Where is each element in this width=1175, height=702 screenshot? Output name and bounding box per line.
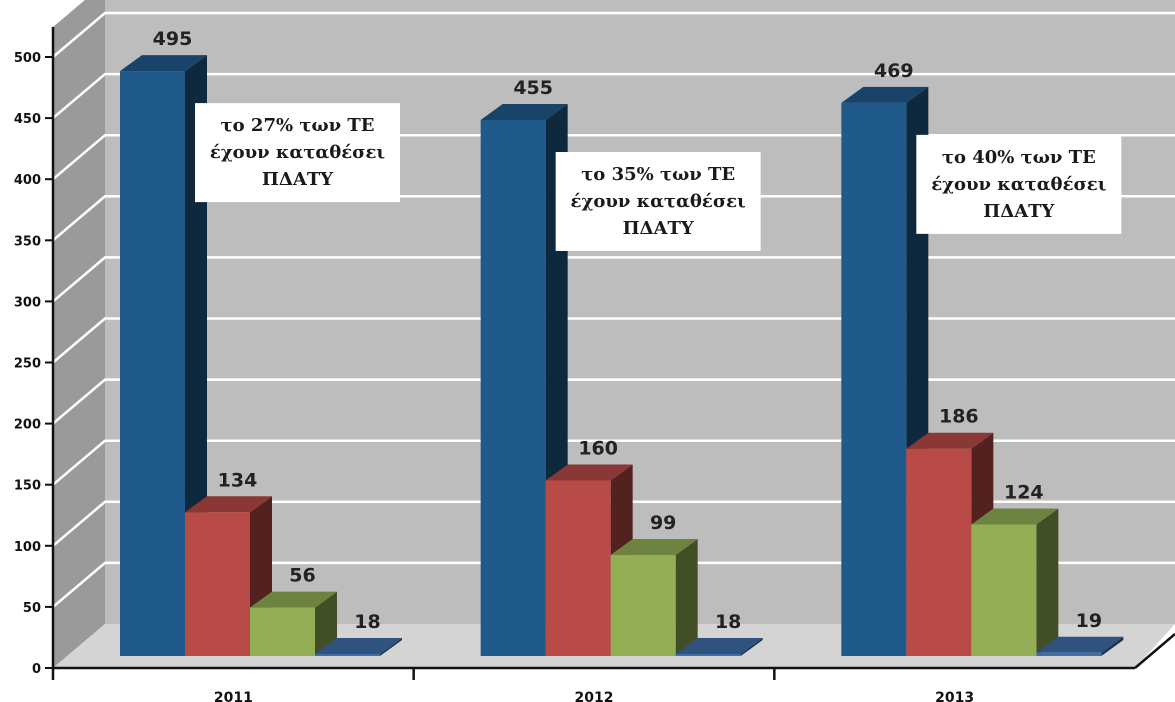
y-tick-label: 0 xyxy=(32,662,41,677)
y-tick-label: 500 xyxy=(14,51,41,66)
bar-front xyxy=(185,512,250,656)
bar-front xyxy=(841,102,907,656)
y-tick-label: 250 xyxy=(14,357,41,372)
bar-front xyxy=(545,480,611,656)
bar-top xyxy=(545,464,633,481)
annotation-box: το 40% των ΤΕ έχουν καταθέσει ΠΔΑΤΥ xyxy=(916,134,1122,234)
annotation-background xyxy=(195,103,400,203)
bar-top xyxy=(185,496,272,513)
gridline xyxy=(52,133,1175,181)
bar xyxy=(675,638,763,656)
x-tick-label: 2012 xyxy=(575,690,614,702)
bar-front xyxy=(1036,652,1102,656)
bar xyxy=(250,591,337,656)
annotation-text: έχουν καταθέσει xyxy=(931,174,1106,195)
y-tick-label: 400 xyxy=(14,173,41,188)
data-label: 134 xyxy=(218,469,258,491)
bar-front xyxy=(906,448,972,656)
gridline xyxy=(52,500,1175,547)
bar-top xyxy=(1036,636,1124,653)
bar-side xyxy=(1101,636,1124,656)
bar-top xyxy=(250,591,337,608)
data-label: 186 xyxy=(939,406,979,428)
bar-top xyxy=(610,539,698,556)
y-tick-label: 200 xyxy=(14,418,41,433)
gridline xyxy=(52,561,1175,608)
bar-side xyxy=(1036,508,1059,656)
annotation-box: το 35% των ΤΕ έχουν καταθέσει ΠΔΑΤΥ xyxy=(555,151,761,251)
bar-top xyxy=(120,55,207,72)
bar-side xyxy=(380,638,402,656)
bar xyxy=(1036,636,1124,656)
x-axis-depth xyxy=(1134,633,1175,669)
y-tick-label: 300 xyxy=(14,295,41,310)
annotation-text: ΠΔΑΤΥ xyxy=(983,201,1055,222)
data-label: 469 xyxy=(874,60,914,82)
data-label: 455 xyxy=(513,77,553,99)
data-label: 18 xyxy=(354,611,380,633)
bar-front xyxy=(610,555,676,656)
bar-side xyxy=(315,591,337,656)
y-tick-label: 100 xyxy=(14,540,41,555)
data-label: 160 xyxy=(578,437,618,459)
bar-front xyxy=(971,524,1037,656)
y-tick-label: 450 xyxy=(14,112,41,127)
annotation-text: έχουν καταθέσει xyxy=(210,142,385,163)
data-label: 495 xyxy=(153,28,193,50)
bar-front xyxy=(675,654,741,656)
data-label: 124 xyxy=(1004,481,1044,503)
bar xyxy=(315,638,402,656)
annotation-text: το 27% των ΤΕ xyxy=(221,115,375,136)
gridline xyxy=(52,11,1175,58)
gridline xyxy=(52,439,1175,486)
bar-front xyxy=(120,71,185,657)
gridline xyxy=(52,256,1175,303)
annotation-background xyxy=(555,151,761,251)
value-labels: 495 134 56 18 455 160 99 18 469 186 124 19 xyxy=(153,28,1102,633)
gridline xyxy=(52,195,1175,242)
bar xyxy=(971,508,1059,656)
annotation-background xyxy=(916,134,1122,234)
gridline xyxy=(52,378,1175,425)
data-label: 56 xyxy=(289,565,315,587)
data-label: 99 xyxy=(650,512,676,534)
annotation-text: ΠΔΑΤΥ xyxy=(262,169,334,190)
bar-front xyxy=(480,119,546,657)
annotation-box: το 27% των ΤΕ έχουν καταθέσει ΠΔΑΤΥ xyxy=(195,103,400,203)
bar-top xyxy=(841,86,929,103)
bar-side xyxy=(675,539,698,656)
annotation-text: το 40% των ΤΕ xyxy=(942,147,1096,168)
gridline xyxy=(52,317,1175,364)
y-tick-label: 350 xyxy=(14,234,41,249)
x-tick-label: 2013 xyxy=(935,690,974,702)
side-wall xyxy=(53,0,105,668)
axes: 0 50 100 150 200 250 300 350 400 450 500 2011 2012 20… xyxy=(14,27,1175,702)
y-tick-label: 150 xyxy=(14,479,41,494)
y-tick-label: 50 xyxy=(23,601,41,616)
bar-top xyxy=(480,103,568,120)
data-label: 18 xyxy=(715,611,741,633)
bar-top xyxy=(971,508,1059,525)
bar-top xyxy=(315,638,402,655)
bar-side xyxy=(740,638,763,656)
data-label: 19 xyxy=(1076,610,1102,632)
bar-top xyxy=(906,432,994,449)
annotation-text: ΠΔΑΤΥ xyxy=(623,218,695,239)
bar-top xyxy=(675,638,763,655)
grid-lines xyxy=(52,11,1175,608)
annotation-text: έχουν καταθέσει xyxy=(571,191,746,212)
bar-front xyxy=(250,607,315,656)
bar xyxy=(610,539,698,656)
gridline xyxy=(52,72,1175,120)
annotation-text: το 35% των ΤΕ xyxy=(581,164,735,185)
x-tick-label: 2011 xyxy=(214,690,253,702)
bar-front xyxy=(315,654,380,656)
